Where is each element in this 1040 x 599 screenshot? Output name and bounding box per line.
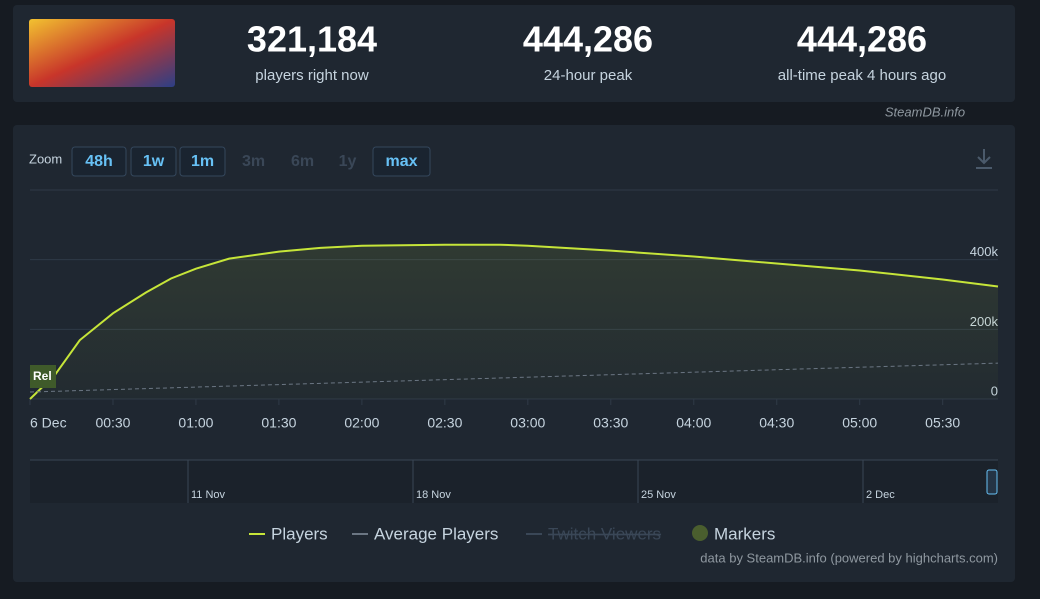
- stat-label: all-time peak 4 hours ago: [778, 67, 946, 84]
- stat-value: 444,286: [523, 19, 653, 60]
- x-tick-label: 01:30: [261, 415, 296, 431]
- zoom-button-label: 1y: [339, 153, 357, 170]
- zoom-label: Zoom: [29, 151, 62, 166]
- x-tick-label: 02:00: [344, 415, 379, 431]
- x-tick-label: 03:30: [593, 415, 628, 431]
- x-tick-label: 6 Dec: [30, 415, 67, 431]
- source[interactable]: SteamDB.info: [885, 104, 965, 119]
- series-area: [30, 244, 998, 399]
- navigator-label: 18 Nov: [416, 489, 451, 501]
- download-icon[interactable]: [976, 149, 992, 169]
- header-card: [13, 5, 1015, 102]
- y-tick-label: 400k: [970, 244, 999, 259]
- stat-label: 24-hour peak: [544, 67, 633, 84]
- game-logo: [29, 19, 175, 87]
- x-tick-label: 04:30: [759, 415, 794, 431]
- navigator-handle[interactable]: [986, 469, 998, 495]
- x-tick-label: 04:00: [676, 415, 711, 431]
- x-tick-label: 00:30: [95, 415, 130, 431]
- zoom-button[interactable]: [179, 146, 226, 177]
- x-tick-label: 03:00: [510, 415, 545, 431]
- zoom-button[interactable]: [130, 146, 177, 177]
- navigator-label: 25 Nov: [641, 489, 676, 501]
- zoom-button-label: 3m: [242, 153, 265, 170]
- legend-label[interactable]: Players: [271, 524, 328, 543]
- zoom-button-label[interactable]: max: [385, 153, 417, 170]
- x-tick-label: 02:30: [427, 415, 462, 431]
- x-tick-label: 01:00: [178, 415, 213, 431]
- zoom-button[interactable]: [71, 146, 127, 177]
- navigator-label: 2 Dec: [866, 489, 895, 501]
- zoom-button-label[interactable]: 1m: [191, 153, 214, 170]
- legend-label[interactable]: Average Players: [374, 524, 498, 543]
- series-line: [29, 243, 999, 400]
- legend-label[interactable]: Markers: [714, 524, 775, 543]
- stat-value: 444,286: [797, 19, 927, 60]
- navigator[interactable]: [30, 460, 998, 503]
- zoom-button-label: 6m: [291, 153, 314, 170]
- series-line: [29, 362, 999, 393]
- x-tick-label: 05:00: [842, 415, 877, 431]
- flag[interactable]: [30, 365, 56, 388]
- credits[interactable]: data by SteamDB.info (powered by highcha…: [700, 550, 998, 565]
- stat-value: 321,184: [247, 19, 377, 60]
- legend-symbol: [692, 525, 708, 541]
- zoom-button[interactable]: [372, 146, 431, 177]
- navigator-label: 11 Nov: [191, 489, 226, 501]
- zoom-button-label[interactable]: 1w: [143, 153, 165, 170]
- x-tick-label: 05:30: [925, 415, 960, 431]
- flag-label: Rel: [33, 369, 52, 383]
- legend-label-hidden[interactable]: Twitch Viewers: [548, 524, 661, 543]
- zoom-button-label[interactable]: 48h: [85, 153, 113, 170]
- stat-label: players right now: [255, 67, 369, 84]
